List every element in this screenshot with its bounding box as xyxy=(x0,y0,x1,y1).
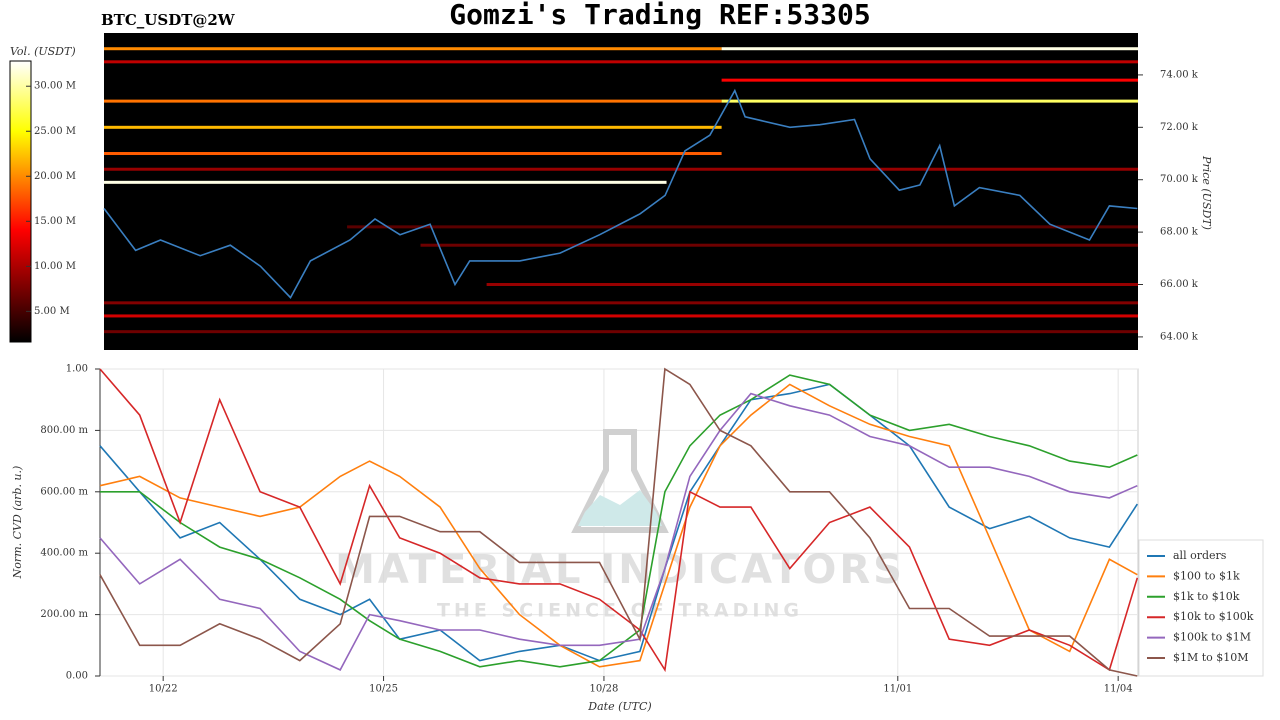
y-tick-label: 400.00 m xyxy=(40,548,88,559)
heat-level xyxy=(104,330,1138,334)
cvd-line xyxy=(99,383,1138,668)
colorbar-tick-label: 5.00 M xyxy=(34,306,70,317)
legend-label: $10k to $100k xyxy=(1173,610,1254,623)
y-tick-label: 64.00 k xyxy=(1160,331,1199,342)
price-line xyxy=(103,88,1138,299)
heatmap-background xyxy=(104,33,1138,350)
x-tick-label: 10/25 xyxy=(369,684,398,695)
heat-level xyxy=(721,99,1138,103)
legend-box xyxy=(1138,539,1264,677)
colorbar-label: Vol. (USDT) xyxy=(10,45,76,58)
heat-level xyxy=(420,243,1138,247)
colorbar-tick-label: 10.00 M xyxy=(34,261,76,272)
y-tick-label: 1.00 xyxy=(66,364,88,375)
cvd-line xyxy=(99,367,1138,677)
y-tick-label: 600.00 m xyxy=(40,486,88,497)
heat-level xyxy=(104,167,1138,171)
y-tick-label: 68.00 k xyxy=(1160,227,1199,238)
heat-level xyxy=(721,78,1138,82)
watermark-tagline: THE SCIENCE OF TRADING xyxy=(437,600,803,622)
y-tick-label: 72.00 k xyxy=(1160,122,1199,133)
heat-level xyxy=(104,125,722,129)
cvd-line xyxy=(99,368,1139,673)
legend-label: $100 to $1k xyxy=(1173,569,1240,582)
heat-level xyxy=(104,152,722,156)
heat-level xyxy=(347,225,1138,229)
heat-level xyxy=(721,47,1138,51)
legend-label: $100k to $1M xyxy=(1173,631,1251,644)
heat-level xyxy=(486,283,1138,287)
heat-level xyxy=(104,47,722,51)
x-tick-label: 10/28 xyxy=(590,684,619,695)
heat-level xyxy=(104,180,667,184)
x-tick-label: 11/01 xyxy=(883,684,912,695)
y-axis-label: Norm. CVD (arb. u.) xyxy=(11,466,24,580)
watermark-liquid xyxy=(578,490,662,526)
heat-level xyxy=(104,99,722,103)
legend-label: all orders xyxy=(1173,549,1227,562)
heat-level xyxy=(104,60,1138,64)
y-tick-label: 800.00 m xyxy=(40,425,88,436)
cvd-line xyxy=(99,383,1138,662)
x-tick-label: 10/22 xyxy=(149,684,178,695)
legend-label: $1k to $10k xyxy=(1173,590,1240,603)
colorbar-tick-label: 15.00 M xyxy=(34,216,76,227)
y-tick-label: 200.00 m xyxy=(40,609,88,620)
colorbar-tick-label: 30.00 M xyxy=(34,81,76,92)
chart-subtitle: BTC_USDT@2W xyxy=(101,11,236,29)
price-axis-label: Price (USDT) xyxy=(1200,155,1213,230)
watermark: MATERIAL INDICATORS THE SCIENCE OF TRADI… xyxy=(335,429,905,622)
colorbar xyxy=(9,60,32,343)
watermark-name: MATERIAL INDICATORS xyxy=(335,547,905,593)
x-tick-label: 11/04 xyxy=(1104,684,1133,695)
colorbar-tick-label: 20.00 M xyxy=(34,171,76,182)
x-axis-label: Date (UTC) xyxy=(587,700,651,713)
y-tick-label: 0.00 xyxy=(66,671,88,682)
chart-title: Gomzi's Trading REF:53305 xyxy=(449,0,870,31)
y-tick-label: 74.00 k xyxy=(1160,69,1199,80)
watermark-flask xyxy=(571,429,669,533)
colorbar-tick-label: 25.00 M xyxy=(34,126,76,137)
y-tick-label: 66.00 k xyxy=(1160,279,1199,290)
heat-level xyxy=(104,314,1138,318)
legend-label: $1M to $10M xyxy=(1173,651,1249,664)
heat-level xyxy=(104,301,1138,305)
y-tick-label: 70.00 k xyxy=(1160,174,1199,185)
